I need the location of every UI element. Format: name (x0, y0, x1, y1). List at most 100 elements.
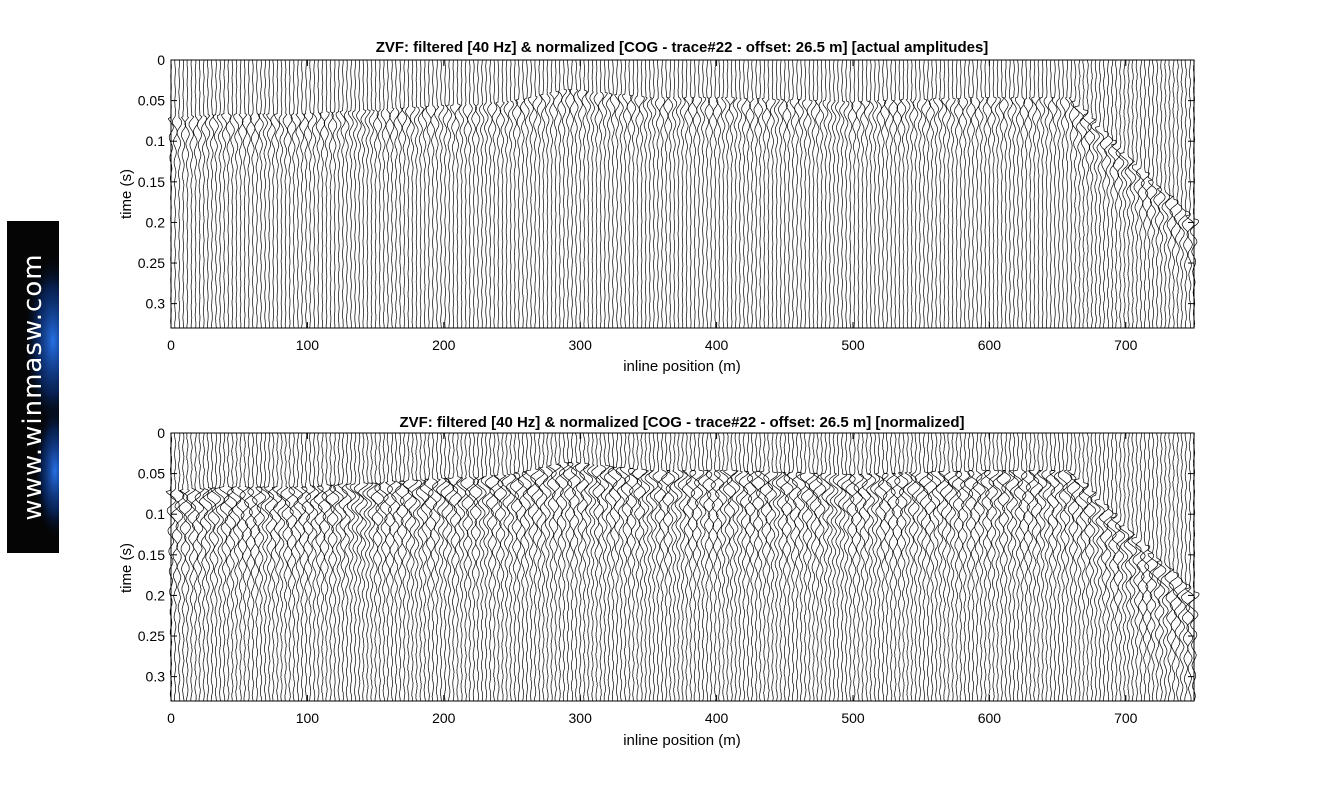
seismic-trace (757, 59, 763, 329)
y-tick-label: 0 (157, 425, 165, 441)
seismic-trace (489, 432, 500, 702)
seismic-trace (407, 432, 419, 702)
seismic-trace (501, 432, 512, 702)
seismic-trace (579, 432, 590, 702)
seismic-trace (598, 59, 604, 328)
seismic-trace (376, 59, 383, 329)
seismic-trace (636, 432, 647, 702)
y-tick-label: 0 (157, 52, 165, 68)
seismic-trace (1082, 59, 1092, 329)
seismic-trace (816, 432, 827, 702)
seismic-trace (196, 59, 203, 329)
seismic-trace (397, 59, 404, 329)
x-tick-label: 200 (432, 710, 456, 726)
seismic-trace (925, 59, 931, 328)
seismic-trace (935, 432, 946, 702)
seismic-trace (561, 59, 567, 328)
seismic-trace (1172, 432, 1183, 702)
x-axis-label: inline position (m) (623, 358, 741, 375)
seismic-trace (754, 432, 766, 702)
seismic-trace (231, 433, 242, 702)
seismic-trace (707, 60, 714, 329)
seismic-trace (1019, 59, 1026, 329)
y-tick-label: 0.05 (138, 93, 165, 109)
seismic-trace (824, 432, 835, 702)
seismic-trace (1028, 59, 1034, 329)
chart-title: ZVF: filtered [40 Hz] & normalized [COG … (399, 414, 964, 431)
seismic-trace (713, 432, 725, 702)
seismic-trace (191, 432, 201, 702)
seismic-trace (577, 59, 583, 329)
seismic-trace (1078, 432, 1090, 702)
seismic-trace (736, 59, 743, 329)
seismic-trace (521, 432, 532, 702)
seismic-trace (741, 59, 747, 329)
seismic-trace (698, 433, 709, 702)
seismic-trace (771, 432, 782, 702)
seismic-trace (335, 59, 342, 329)
seismic-trace (254, 59, 260, 329)
seismic-trace (247, 432, 258, 702)
seismic-trace (1107, 432, 1118, 702)
y-tick-label: 0.1 (146, 133, 166, 149)
seismic-trace (955, 432, 966, 702)
seismic-trace (663, 59, 669, 329)
seismic-trace (761, 59, 768, 329)
seismic-trace (565, 59, 572, 329)
seismic-trace (921, 59, 928, 329)
seismic-trace (726, 432, 737, 702)
seismic-trace (939, 432, 950, 702)
seismic-trace (828, 432, 839, 702)
seismic-trace (894, 432, 904, 702)
seismic-trace (236, 432, 246, 702)
seismic-trace (720, 59, 727, 329)
seismic-trace (1161, 59, 1171, 329)
seismic-trace (1062, 432, 1073, 702)
seismic-trace (555, 432, 566, 702)
seismic-trace (1169, 59, 1179, 328)
seismic-trace (603, 432, 615, 702)
seismic-trace (411, 433, 423, 702)
seismic-trace (347, 59, 354, 329)
seismic-trace (814, 59, 821, 329)
seismic-trace (214, 432, 226, 702)
seismic-trace (339, 59, 346, 329)
seismic-trace (472, 432, 483, 702)
seismic-trace (607, 432, 618, 702)
seismic-trace (194, 432, 205, 702)
seismic-trace (225, 59, 232, 329)
seismic-trace (536, 59, 543, 329)
seismic-trace (1110, 432, 1122, 702)
seismic-trace (1082, 432, 1093, 702)
seismic-trace (672, 59, 678, 329)
seismic-trace (270, 59, 276, 329)
seismic-trace (1135, 433, 1146, 702)
seismic-trace (391, 432, 402, 702)
seismic-trace (581, 59, 588, 329)
seismic-trace (1014, 59, 1021, 329)
seismic-trace (677, 432, 688, 702)
seismic-trace (480, 432, 491, 702)
seismic-trace (912, 60, 919, 329)
seismic-trace (680, 59, 686, 329)
y-tick-label: 0.3 (146, 296, 166, 312)
seismic-trace (568, 59, 575, 329)
seismic-trace (676, 59, 682, 329)
x-tick-label: 700 (1114, 337, 1138, 353)
seismic-trace (783, 432, 794, 702)
seismic-trace (430, 59, 436, 329)
seismic-trace (475, 59, 481, 329)
seismic-trace (589, 59, 595, 329)
seismic-trace (305, 432, 316, 702)
seismic-trace (309, 433, 320, 702)
seismic-trace (980, 432, 991, 702)
seismic-trace (930, 432, 942, 702)
seismic-trace (428, 432, 439, 702)
seismic-trace (916, 59, 923, 329)
seismic-trace (751, 432, 762, 702)
seismic-trace (988, 432, 999, 702)
seismic-trace (1147, 432, 1159, 702)
seismic-trace (368, 59, 375, 329)
seismic-trace (778, 59, 784, 329)
seismic-trace (262, 59, 268, 329)
